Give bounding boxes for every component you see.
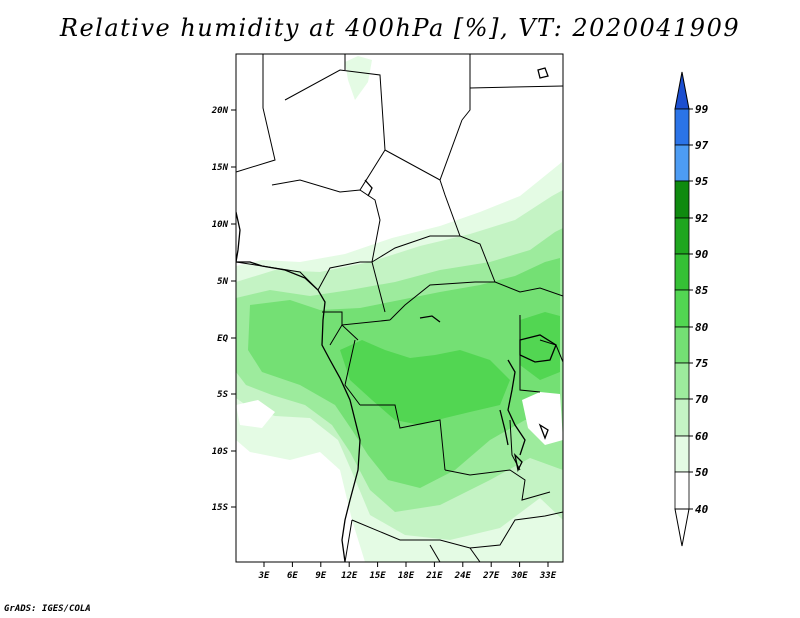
colorbar-segment: [674, 362, 690, 400]
lat-label: 10N: [212, 220, 229, 230]
lon-label: 9E: [315, 571, 326, 581]
humidity-field: [236, 56, 563, 562]
lon-label: 24E: [454, 571, 472, 581]
colorbar-segment: [674, 217, 690, 255]
lon-label: 12E: [341, 571, 358, 581]
humidity-band-50-north: [345, 56, 372, 100]
colorbar-label: 85: [695, 284, 709, 297]
lon-label: 3E: [258, 571, 270, 581]
lon-label: 30E: [510, 571, 528, 581]
lat-label: 5N: [217, 277, 228, 287]
lat-label: 5S: [217, 390, 228, 400]
colorbar-label: 70: [695, 393, 709, 406]
colorbar-segment: [674, 435, 690, 473]
dry-region-east: [522, 392, 563, 445]
grads-credit: GrADS: IGES/COLA: [4, 604, 91, 614]
longitude-axis: 3E 6E 9E 12E 15E 18E 21E 24E 27E 30E 33E: [258, 562, 557, 581]
chart-title: Relative humidity at 400hPa [%], VT: 202…: [59, 14, 741, 42]
coastlines: [236, 67, 557, 562]
lon-label: 18E: [398, 571, 415, 581]
map-frame: [235, 53, 564, 563]
colorbar-top-arrow: [674, 71, 690, 110]
colorbar-segment: [674, 471, 690, 510]
lon-label: 21E: [425, 571, 443, 581]
colorbar-label: 40: [695, 503, 709, 516]
colorbar-label: 80: [695, 321, 709, 334]
latitude-axis: 20N 15N 10N 5N EQ 5S 10S 15S: [211, 106, 236, 513]
colorbar-segment: [674, 398, 690, 437]
colorbar-segment: [674, 253, 690, 291]
colorbar-label: 90: [695, 248, 709, 261]
lon-label: 27E: [482, 571, 500, 581]
lat-label: 15S: [212, 503, 229, 513]
colorbar-label: 60: [695, 430, 709, 443]
colorbar-label: 75: [695, 357, 709, 370]
colorbar-label: 92: [695, 212, 709, 225]
colorbar-segment: [674, 326, 690, 364]
colorbar-segment: [674, 108, 690, 146]
lat-label: 10S: [212, 447, 229, 457]
colorbar-segment: [674, 180, 690, 219]
lon-label: 15E: [369, 571, 386, 581]
colorbar: 99 97 95 92 90 85 80 75 70 60 50 40: [674, 71, 709, 547]
lon-label: 33E: [539, 571, 557, 581]
colorbar-bottom-arrow: [674, 508, 690, 547]
colorbar-label: 95: [695, 175, 709, 188]
lat-label: EQ: [217, 334, 228, 344]
colorbar-label: 50: [695, 466, 709, 479]
dry-region-southwest: [236, 400, 275, 428]
humidity-band-80-east: [520, 312, 560, 380]
colorbar-segment: [674, 144, 690, 182]
colorbar-label: 99: [695, 103, 709, 116]
lon-label: 6E: [287, 571, 298, 581]
lat-label: 20N: [211, 106, 229, 116]
humidity-band-80: [340, 340, 510, 425]
colorbar-label: 97: [695, 139, 709, 152]
colorbar-segment: [674, 289, 690, 328]
lat-label: 15N: [212, 163, 229, 173]
